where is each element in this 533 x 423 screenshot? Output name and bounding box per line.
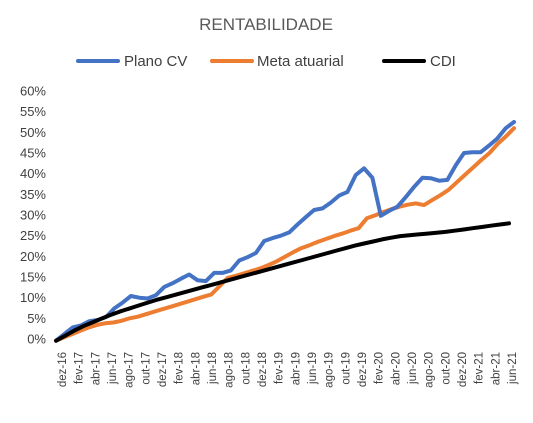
x-tick-label: abr-20 bbox=[390, 352, 402, 385]
series-line-cdi bbox=[54, 221, 511, 343]
y-tick-label: 30% bbox=[20, 208, 46, 223]
x-tick-label: jun-20 bbox=[407, 352, 419, 385]
x-tick-label: out-20 bbox=[440, 352, 452, 385]
legend-label-cdi: CDI bbox=[430, 53, 456, 70]
legend-item-meta-atuarial: Meta atuarial bbox=[210, 53, 344, 70]
x-tick-label: out-18 bbox=[240, 352, 252, 385]
x-tick-label: jun-18 bbox=[207, 352, 219, 385]
x-tick-label: abr-17 bbox=[90, 352, 102, 385]
x-tick-label: dez-19 bbox=[357, 352, 369, 387]
series-line-meta-atuarial bbox=[54, 126, 516, 343]
x-tick-label: dez-18 bbox=[257, 352, 269, 387]
x-tick-label: fev-21 bbox=[474, 352, 486, 384]
x-tick-label: abr-21 bbox=[490, 352, 502, 385]
x-tick-label: fev-18 bbox=[174, 352, 186, 384]
y-tick-label: 35% bbox=[20, 187, 46, 202]
x-tick-label: abr-18 bbox=[190, 352, 202, 385]
chart-title: RENTABILIDADE bbox=[199, 15, 333, 34]
x-tick-label: out-17 bbox=[140, 352, 152, 385]
legend-label-meta-atuarial: Meta atuarial bbox=[257, 53, 344, 70]
y-axis: 0% 5% 10% 15% 20% 25% 30% 35% 40% 45% 50% 55% 60% bbox=[20, 84, 46, 347]
x-tick-label: out-19 bbox=[340, 352, 352, 385]
x-tick-label: jun-21 bbox=[507, 352, 519, 385]
y-tick-label: 15% bbox=[20, 270, 46, 285]
y-tick-label: 0% bbox=[27, 332, 46, 347]
x-tick-label: ago-19 bbox=[324, 352, 336, 388]
x-tick-label: dez-17 bbox=[157, 352, 169, 387]
legend-label-plano-cv: Plano CV bbox=[124, 53, 187, 70]
x-tick-label: ago-17 bbox=[124, 352, 136, 388]
y-tick-label: 25% bbox=[20, 228, 46, 243]
x-tick-label: dez-20 bbox=[457, 352, 469, 387]
x-axis: dez-16 fev-17 abr-17 jun-17 ago-17 out-17 dez-… bbox=[57, 352, 519, 388]
y-tick-label: 60% bbox=[20, 84, 46, 99]
x-tick-label: fev-17 bbox=[74, 352, 86, 384]
y-tick-label: 45% bbox=[20, 146, 46, 161]
legend-item-plano-cv: Plano CV bbox=[76, 53, 187, 70]
legend: Plano CV Meta atuarial CDI bbox=[76, 53, 456, 70]
x-tick-label: jun-19 bbox=[307, 352, 319, 385]
y-tick-label: 50% bbox=[20, 125, 46, 140]
plot-area bbox=[54, 120, 516, 343]
x-tick-label: fev-20 bbox=[374, 352, 386, 384]
x-tick-label: fev-19 bbox=[274, 352, 286, 384]
y-tick-label: 55% bbox=[20, 104, 46, 119]
y-tick-label: 20% bbox=[20, 249, 46, 264]
legend-item-cdi: CDI bbox=[382, 53, 456, 70]
x-tick-label: ago-18 bbox=[224, 352, 236, 388]
y-tick-label: 5% bbox=[27, 311, 46, 326]
y-tick-label: 40% bbox=[20, 166, 46, 181]
x-tick-label: dez-16 bbox=[57, 352, 69, 387]
x-tick-label: ago-20 bbox=[424, 352, 436, 388]
x-tick-label: jun-17 bbox=[107, 352, 119, 385]
x-tick-label: abr-19 bbox=[290, 352, 302, 385]
series-line-plano-cv bbox=[54, 120, 516, 343]
y-tick-label: 10% bbox=[20, 290, 46, 305]
